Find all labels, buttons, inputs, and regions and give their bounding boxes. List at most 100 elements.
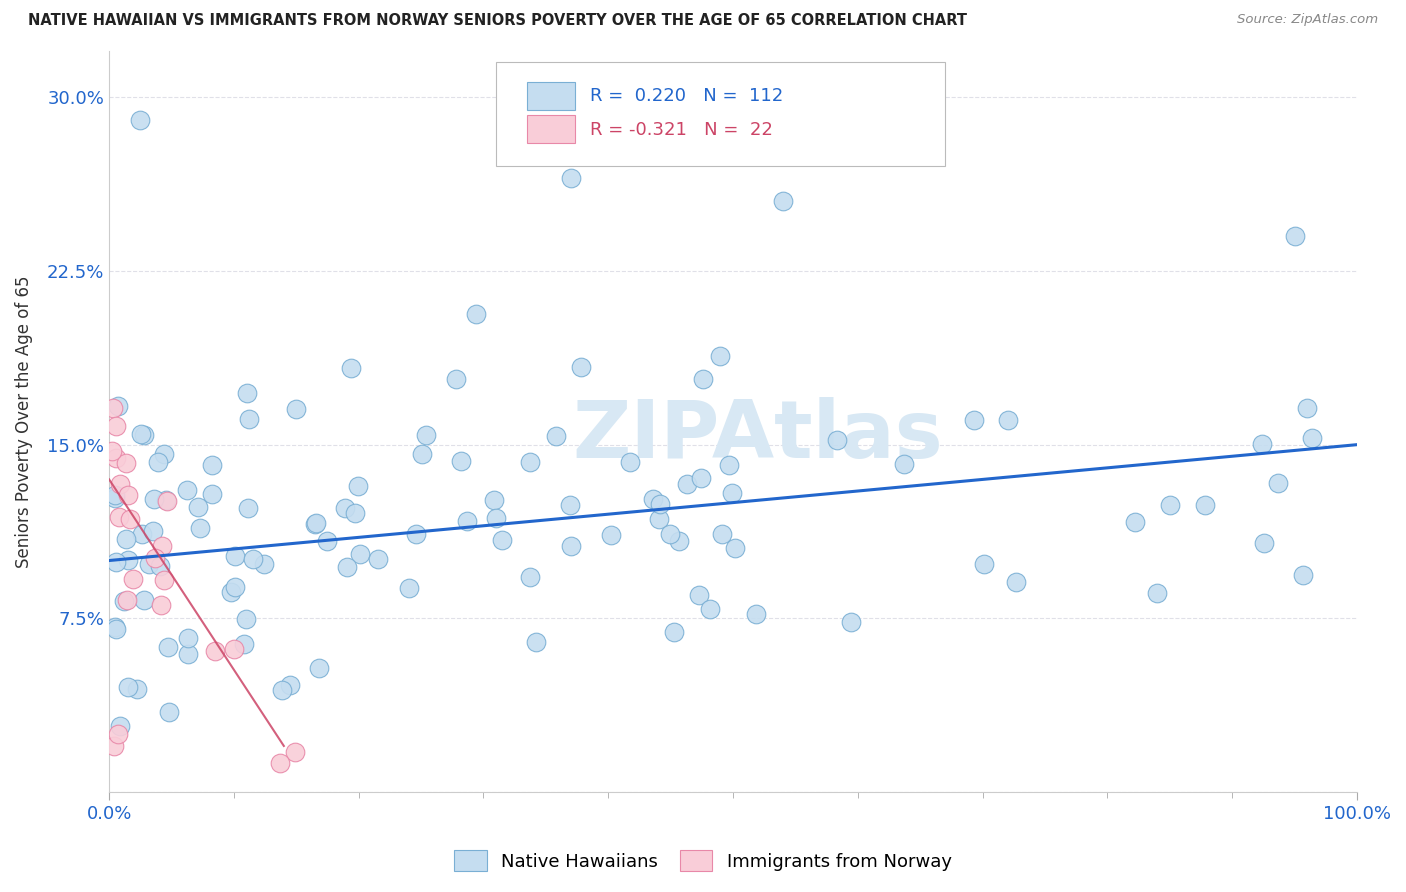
Point [150,539,173,553]
Point [600,528,623,542]
Point [142,524,165,539]
Point [1159,498,1181,512]
Point [405,527,427,541]
Point [283,745,305,759]
Point [117,680,139,694]
Point [177,647,200,661]
Point [398,582,420,596]
Point [745,607,768,621]
Point [177,631,200,645]
Point [153,447,176,461]
Point [101,443,124,458]
Point [117,488,139,502]
Point [1296,401,1319,416]
FancyBboxPatch shape [527,82,575,110]
Point [1146,586,1168,600]
Point [107,727,129,741]
Text: Source: ZipAtlas.com: Source: ZipAtlas.com [1237,13,1378,27]
Point [143,492,166,507]
Point [1301,431,1323,445]
Point [997,413,1019,427]
Point [316,534,339,549]
Point [156,493,179,508]
Point [619,455,641,469]
Point [718,458,741,472]
Point [104,488,127,502]
Point [415,428,437,442]
Point [839,615,862,629]
Point [349,547,371,561]
Point [519,569,541,583]
Point [271,682,294,697]
Point [233,637,256,651]
Point [560,539,582,553]
Point [278,678,301,692]
Text: R =  0.220   N =  112: R = 0.220 N = 112 [589,87,783,105]
Point [485,511,508,525]
Point [125,681,148,696]
Point [689,471,711,485]
Point [110,477,132,491]
Point [104,491,127,505]
Point [724,541,747,556]
Point [224,549,246,563]
Point [219,584,242,599]
Point [482,493,505,508]
Point [772,194,794,209]
Point [156,640,179,654]
Point [344,506,367,520]
Point [659,527,682,541]
Point [709,349,731,363]
Point [1253,536,1275,550]
Point [132,428,155,442]
Point [1004,575,1026,590]
Point [121,572,143,586]
Point [138,557,160,571]
Point [347,479,370,493]
Point [308,661,330,675]
Point [187,500,209,514]
Point [340,361,363,376]
FancyBboxPatch shape [496,62,945,166]
Point [641,492,664,507]
Point [560,171,582,186]
Point [149,559,172,574]
Point [1250,437,1272,451]
Point [650,498,672,512]
Point [464,307,486,321]
Point [235,612,257,626]
Point [104,418,127,433]
Point [101,401,124,416]
Point [129,427,152,442]
Point [146,455,169,469]
Point [524,635,547,649]
Point [711,527,734,541]
Point [204,644,226,658]
Point [973,558,995,572]
Point [305,516,328,530]
Point [110,719,132,733]
Point [569,359,592,374]
Point [150,598,173,612]
Point [444,372,467,386]
Point [152,573,174,587]
Point [103,739,125,753]
Point [131,527,153,541]
Point [519,455,541,469]
Point [117,553,139,567]
Point [155,492,177,507]
Point [558,498,581,512]
Point [112,594,135,608]
Point [104,620,127,634]
Point [1284,229,1306,244]
Point [692,372,714,386]
Point [224,580,246,594]
FancyBboxPatch shape [527,115,575,144]
Point [367,552,389,566]
Point [143,550,166,565]
Point [491,533,513,547]
Point [105,555,128,569]
Point [893,457,915,471]
Text: ZIPAtlas: ZIPAtlas [572,397,943,475]
Point [129,113,152,128]
